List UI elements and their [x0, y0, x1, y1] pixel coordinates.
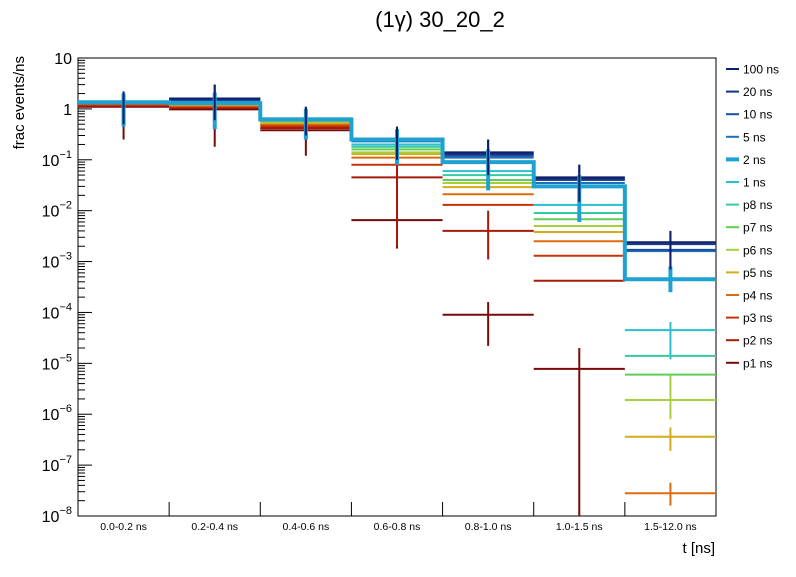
y-tick-label: 10	[54, 51, 72, 68]
legend-label: 20 ns	[743, 85, 772, 99]
legend: 100 ns 20 ns 10 ns 5 ns 2 ns 1 ns p8 ns p7 ns p6…	[726, 63, 779, 370]
y-tick-label: 10−4	[42, 301, 72, 322]
chart-title: (1γ) 30_20_2	[375, 7, 505, 32]
y-tick-label: 10−6	[42, 403, 72, 424]
y-axis-label: frac events/ns	[11, 56, 28, 149]
data-series	[78, 84, 716, 516]
series-100-ns-errors	[122, 84, 672, 270]
legend-label: p3 ns	[743, 311, 772, 325]
y-tick-label: 10−7	[42, 454, 72, 475]
x-tick-label: 1.5-12.0 ns	[644, 521, 697, 533]
legend-label: p5 ns	[743, 266, 772, 280]
y-tick-label: 10−3	[42, 251, 72, 272]
x-tick-label: 0.2-0.4 ns	[191, 521, 238, 533]
x-tick-label: 0.0-0.2 ns	[100, 521, 147, 533]
legend-label: p8 ns	[743, 198, 772, 212]
y-tick-label: 10−8	[42, 505, 72, 526]
legend-label: p1 ns	[743, 356, 772, 370]
legend-label: 1 ns	[743, 176, 766, 190]
x-tick-label: 1.0-1.5 ns	[556, 521, 603, 533]
y-tick-label: 10−1	[42, 149, 72, 170]
legend-label: 2 ns	[743, 153, 766, 167]
x-tick-label: 0.8-1.0 ns	[465, 521, 512, 533]
legend-label: p6 ns	[743, 243, 772, 257]
x-tick-label: 0.6-0.8 ns	[374, 521, 421, 533]
legend-label: p4 ns	[743, 289, 772, 303]
legend-label: 10 ns	[743, 108, 772, 122]
y-tick-label: 10−2	[42, 200, 72, 221]
legend-label: p7 ns	[743, 221, 772, 235]
y-tick-label: 1	[63, 102, 72, 119]
y-tick-label: 10−5	[42, 352, 72, 373]
y-axis-ticks: 10−8 10−7 10−6 10−5 10−4 10−3 10−2 10−1 1 10	[42, 51, 92, 526]
plot-frame	[77, 57, 717, 517]
x-axis-label: t [ns]	[682, 540, 715, 557]
legend-label: p2 ns	[743, 334, 772, 348]
legend-label: 100 ns	[743, 63, 779, 77]
x-axis-ticks: 0.0-0.2 ns 0.2-0.4 ns 0.4-0.6 ns 0.6-0.8 ns…	[100, 502, 697, 533]
x-tick-label: 0.4-0.6 ns	[283, 521, 330, 533]
legend-label: 5 ns	[743, 130, 766, 144]
